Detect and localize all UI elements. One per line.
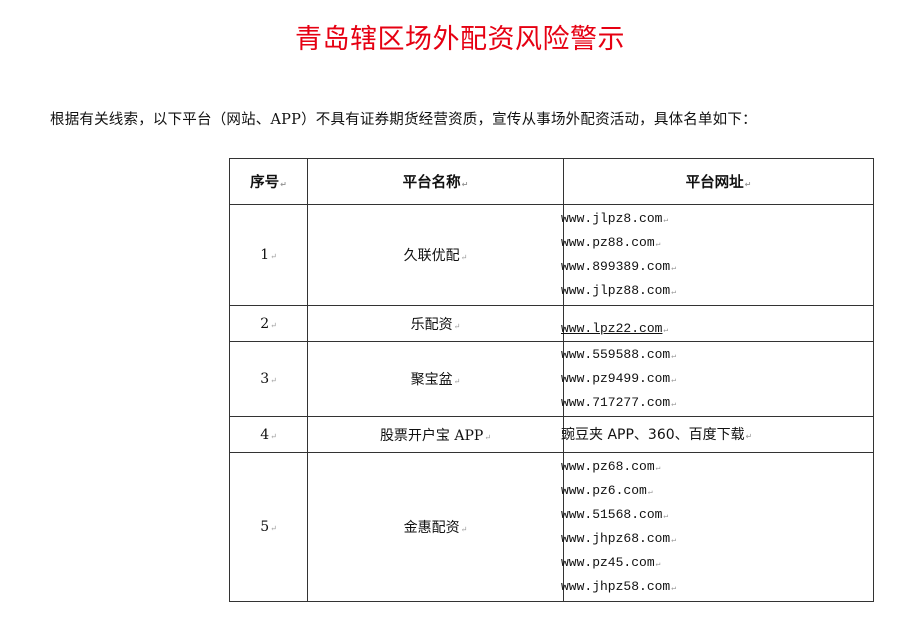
cell-urls: www.559588.com www.pz9499.com www.717277…	[561, 341, 874, 417]
url: www.pz45.com	[561, 551, 873, 575]
url: www.pz88.com	[561, 231, 873, 255]
url: www.pz6.com	[561, 479, 873, 503]
table-row: 3 聚宝盆 www.559588.com www.pz9499.com www.…	[229, 341, 874, 417]
url: www.51568.com	[561, 503, 873, 527]
download-sources: 豌豆夹 APP、360、百度下载	[561, 423, 873, 447]
url: www.jhpz58.com	[561, 575, 873, 599]
url: www.717277.com	[561, 391, 873, 415]
cell-urls: www.lpz22.com	[561, 305, 874, 342]
url: www.899389.com	[561, 255, 873, 279]
table-row: 4 股票开户宝 APP 豌豆夹 APP、360、百度下载	[229, 416, 874, 453]
cell-name: 聚宝盆	[307, 341, 564, 417]
table-header-row: 序号 平台名称 平台网址	[229, 158, 874, 205]
cell-name: 金惠配资	[307, 452, 564, 602]
cell-no: 5	[229, 452, 308, 602]
cell-urls: www.pz68.com www.pz6.com www.51568.com w…	[561, 452, 874, 602]
header-url: 平台网址	[563, 158, 874, 205]
cell-name: 乐配资	[307, 305, 564, 342]
cell-name: 久联优配	[307, 204, 564, 306]
table-row: 5 金惠配资 www.pz68.com www.pz6.com www.5156…	[229, 452, 874, 602]
url: www.jlpz88.com	[561, 279, 873, 303]
table-row: 1 久联优配 www.jlpz8.com www.pz88.com www.89…	[229, 204, 874, 306]
page-title: 青岛辖区场外配资风险警示	[295, 24, 625, 55]
url: www.pz68.com	[561, 455, 873, 479]
cell-no: 3	[229, 341, 308, 417]
cell-no: 4	[229, 416, 308, 453]
url: www.jlpz8.com	[561, 207, 873, 231]
platform-table: 序号 平台名称 平台网址 1 久联优配 www.jlpz8.com www.pz…	[229, 158, 874, 602]
header-no: 序号	[229, 158, 308, 205]
cell-no: 1	[229, 204, 308, 306]
cell-no: 2	[229, 305, 308, 342]
intro-paragraph: 根据有关线索，以下平台（网站、APP）不具有证券期货经营资质，宣传从事场外配资活…	[50, 112, 757, 128]
table-row: 2 乐配资 www.lpz22.com	[229, 305, 874, 342]
cell-urls: www.jlpz8.com www.pz88.com www.899389.co…	[561, 204, 874, 306]
url: www.jhpz68.com	[561, 527, 873, 551]
url: www.pz9499.com	[561, 367, 873, 391]
cell-urls: 豌豆夹 APP、360、百度下载	[561, 416, 874, 453]
url: www.559588.com	[561, 343, 873, 367]
cell-name: 股票开户宝 APP	[307, 416, 564, 453]
header-name: 平台名称	[307, 158, 564, 205]
url-link[interactable]: www.lpz22.com	[561, 320, 663, 336]
